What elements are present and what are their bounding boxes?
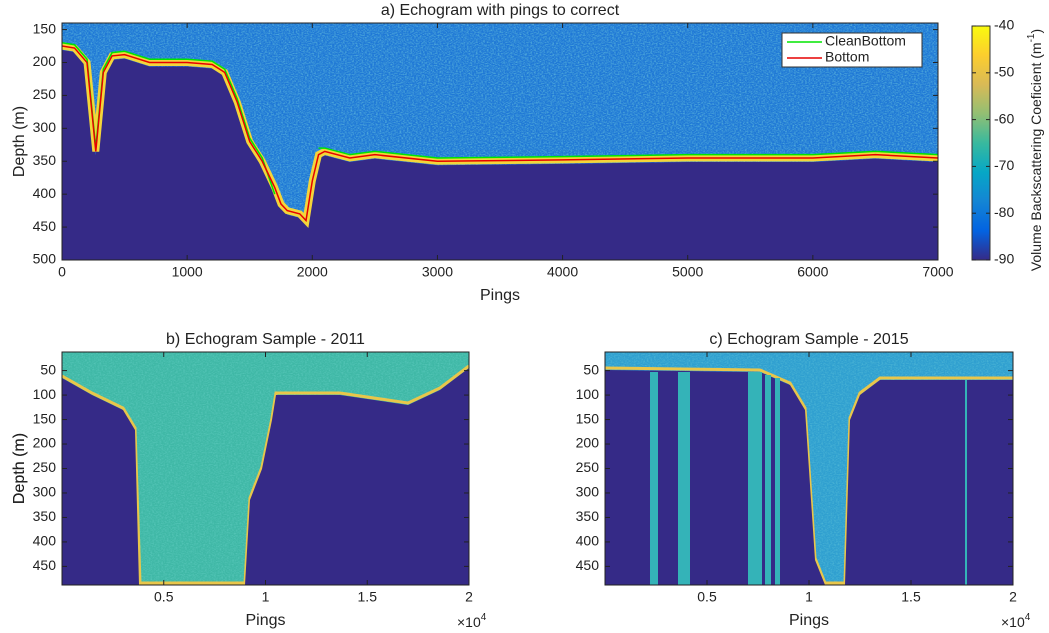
y-tick-label: 350 [576, 508, 600, 524]
y-tick-label: 100 [33, 386, 57, 402]
y-axis-label: Depth (m) [11, 106, 28, 177]
x-tick-label: 7000 [922, 264, 953, 280]
x-scale-power: 4 [481, 612, 487, 623]
axes-frame [61, 351, 470, 586]
axes-frame [61, 22, 939, 261]
seabed [62, 50, 938, 260]
colorbar-label-power: -1 [1026, 33, 1037, 42]
y-tick-label: 250 [33, 86, 57, 102]
y-tick-label: 150 [33, 20, 57, 36]
y-tick-label: 350 [33, 152, 57, 168]
y-tick-label: 450 [33, 557, 57, 573]
x-tick-label: 6000 [797, 264, 828, 280]
echogram-c [604, 352, 1013, 585]
x-tick-label: 0.5 [154, 589, 174, 605]
series-line [62, 45, 938, 223]
legend-label: Bottom [825, 49, 869, 65]
x-tick-label: 1 [805, 589, 813, 605]
y-tick-label: 150 [576, 410, 600, 426]
colorbar-label-text: Volume Backscattering Coeficient (m [1028, 42, 1044, 271]
x-tick-label: 0 [58, 264, 66, 280]
y-tick-label: 200 [576, 435, 600, 451]
y-axis-label: Depth (m) [11, 433, 28, 504]
y-tick-label: 200 [33, 435, 57, 451]
x-axis-label: Pings [789, 612, 829, 629]
y-tick-label: 50 [40, 361, 56, 377]
y-tick-label: 300 [33, 484, 57, 500]
colorbar-label: Volume Backscattering Coeficient (m-1) [1026, 29, 1044, 271]
x-tick-label: 2000 [297, 264, 328, 280]
y-tick-label: 250 [33, 459, 57, 475]
y-axis-label: Depth (m) [11, 433, 28, 504]
axes-frame [604, 351, 1014, 586]
y-tick-label: 100 [576, 386, 600, 402]
legend-box [781, 32, 923, 68]
x-scale: ×104 [1001, 612, 1031, 630]
y-tick-label: 450 [33, 218, 57, 234]
echogram-b [61, 352, 470, 585]
x-scale-power: 4 [1025, 612, 1031, 623]
x-tick-label: 1 [262, 589, 270, 605]
x-tick-label: 1000 [172, 264, 203, 280]
x-tick-label: 1.5 [901, 589, 921, 605]
x-axis-label: Pings [245, 612, 285, 629]
chart-title: a) Echogram with pings to correct [381, 2, 620, 19]
colorbar-tick-label: -60 [994, 110, 1014, 126]
y-tick-label: 400 [33, 185, 57, 201]
chart-title: c) Echogram Sample - 2015 [709, 331, 908, 348]
colorbar-tick-label: -70 [994, 157, 1014, 173]
colorbar-tick-label: -40 [994, 17, 1014, 33]
colorbar-tick-label: -90 [994, 251, 1014, 267]
x-tick-label: 1.5 [358, 589, 378, 605]
y-tick-label: 150 [33, 410, 57, 426]
x-tick-label: 2 [465, 589, 473, 605]
colorbar [971, 25, 991, 261]
x-scale: ×104 [457, 612, 487, 630]
colorbar-tick-label: -50 [994, 64, 1014, 80]
y-tick-label: 50 [583, 361, 599, 377]
colorbar-tick-label: -80 [994, 204, 1014, 220]
series-line [318, 147, 938, 159]
legend-label: CleanBottom [825, 33, 906, 49]
y-tick-label: 300 [576, 484, 600, 500]
colorbar-label-end: ) [1028, 29, 1044, 34]
x-axis-label: Pings [480, 287, 520, 304]
x-tick-label: 5000 [672, 264, 703, 280]
x-tick-label: 4000 [547, 264, 578, 280]
y-tick-label: 250 [576, 459, 600, 475]
y-tick-label: 450 [576, 557, 600, 573]
y-tick-label: 500 [33, 251, 57, 267]
x-tick-label: 3000 [422, 264, 453, 280]
x-scale-base: ×10 [457, 614, 481, 630]
y-tick-label: 350 [33, 508, 57, 524]
chart-title: b) Echogram Sample - 2011 [166, 331, 365, 348]
x-tick-label: 0.5 [697, 589, 717, 605]
y-tick-label: 400 [33, 533, 57, 549]
series-layer [62, 42, 938, 223]
y-tick-label: 200 [33, 53, 57, 69]
x-tick-label: 2 [1009, 589, 1017, 605]
x-scale-base: ×10 [1001, 614, 1025, 630]
y-tick-label: 400 [576, 533, 600, 549]
y-tick-label: 300 [33, 119, 57, 135]
